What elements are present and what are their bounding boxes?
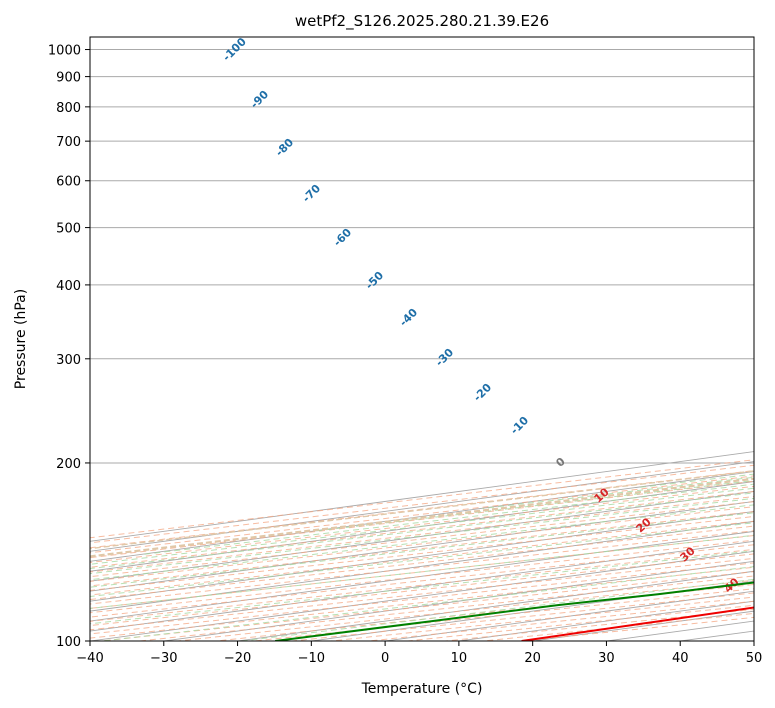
x-tick-label: 10 xyxy=(451,651,468,666)
y-tick-label: 100 xyxy=(56,635,81,650)
x-tick-label: −40 xyxy=(76,651,103,666)
y-tick-label: 800 xyxy=(56,101,81,116)
y-tick-label: 700 xyxy=(56,135,81,150)
y-tick-label: 600 xyxy=(56,175,81,190)
dry-adiabat xyxy=(90,535,754,609)
dry-adiabat xyxy=(90,515,754,591)
dry-adiabat xyxy=(90,501,754,578)
ice-curve xyxy=(90,477,754,558)
background-lines xyxy=(90,49,754,641)
isotherm-gridline xyxy=(90,520,754,612)
isotherm-gridline xyxy=(90,540,754,632)
y-tick-label: 900 xyxy=(56,71,81,86)
plot-area xyxy=(90,37,754,641)
dry-adiabat xyxy=(90,548,754,622)
axes: −40 −30 −20 −10 0 10 20 30 40 50 1000 900 800 700 600 5… xyxy=(48,44,762,666)
moist-adiabat xyxy=(90,534,754,609)
x-axis-label: Temperature (°C) xyxy=(361,681,483,697)
dry-adiabat xyxy=(90,506,754,582)
y-axis-label: Pressure (hPa) xyxy=(13,289,29,389)
dry-adiabat xyxy=(90,496,754,573)
x-tick-label: 30 xyxy=(598,651,615,666)
y-tick-label: 1000 xyxy=(48,44,81,59)
x-tick-label: 50 xyxy=(746,651,763,666)
y-tick-label: 500 xyxy=(56,222,81,237)
isotherm-gridline xyxy=(90,500,754,592)
isotherm-gridline xyxy=(90,510,754,602)
y-tick-label: 300 xyxy=(56,353,81,368)
dry-adiabat xyxy=(90,480,754,559)
x-tick-label: −20 xyxy=(224,651,251,666)
plot-frame xyxy=(89,36,755,642)
x-tick-label: 20 xyxy=(524,651,541,666)
isotherm-gridline xyxy=(90,481,754,572)
x-tick-label: −30 xyxy=(150,651,177,666)
x-tick-label: −10 xyxy=(298,651,325,666)
moist-adiabat xyxy=(90,512,754,588)
chart-title: wetPf2_S126.2025.280.21.39.E26 xyxy=(295,12,549,31)
isotherm-gridline xyxy=(90,530,754,622)
dry-adiabat xyxy=(90,520,754,596)
y-tick-label: 400 xyxy=(56,279,81,294)
moist-adiabat xyxy=(90,522,754,598)
isotherm-gridline xyxy=(160,560,754,641)
y-tick-label: 200 xyxy=(56,457,81,472)
x-tick-label: 0 xyxy=(381,651,389,666)
dry-adiabat xyxy=(90,530,754,605)
x-tick-label: 40 xyxy=(672,651,689,666)
isotherm-gridline xyxy=(90,550,754,641)
moist-adiabat xyxy=(90,492,754,570)
dry-adiabat xyxy=(90,485,754,564)
isotherm-gridline xyxy=(90,491,754,582)
